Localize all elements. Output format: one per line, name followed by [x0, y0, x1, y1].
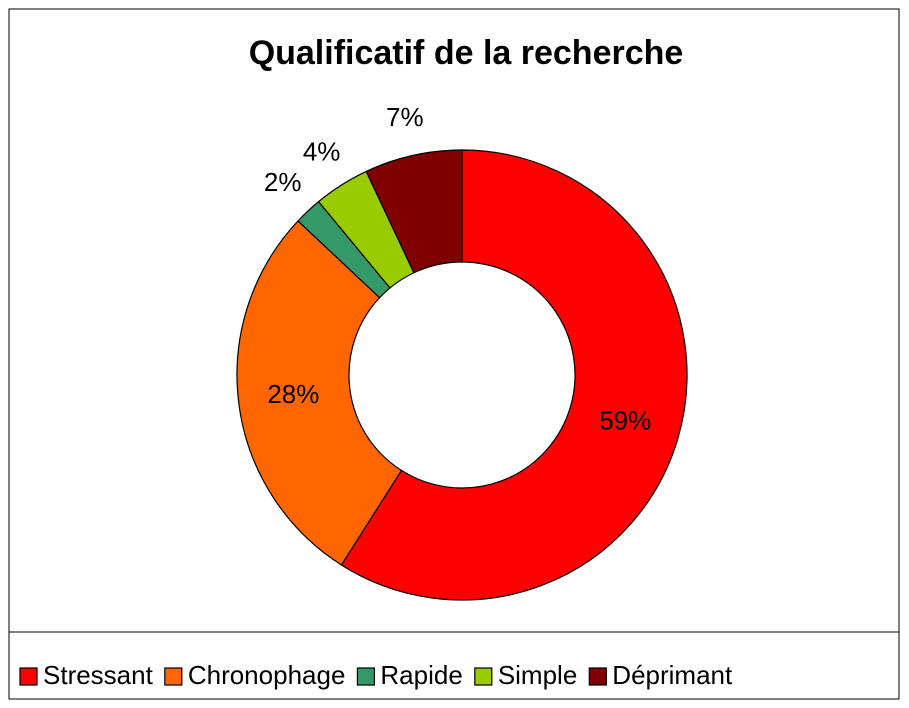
- donut-slice: [340, 149, 688, 601]
- legend-label: Chronophage: [188, 660, 346, 690]
- legend-swatch: [356, 667, 376, 686]
- legend: Stressant Chronophage Rapide Simple Dépriman…: [19, 660, 733, 690]
- legend-label: Simple: [498, 660, 577, 690]
- legend-swatch: [164, 667, 183, 686]
- legend-swatch: [588, 667, 607, 686]
- legend-label: Déprimant: [612, 660, 733, 690]
- data-label: 7%: [386, 102, 424, 132]
- data-label: 28%: [267, 379, 319, 409]
- data-label: 2%: [264, 167, 302, 197]
- donut-slice: [236, 220, 403, 566]
- data-label: 59%: [599, 405, 651, 435]
- donut: 59% 28% 2%4% 7%: [236, 102, 688, 601]
- legend-label: Rapide: [380, 660, 462, 690]
- donut-slice: [365, 149, 463, 274]
- legend-swatch: [474, 667, 493, 686]
- legend-swatch: [19, 667, 38, 686]
- chart-title: Qualificatif de la recherche: [249, 34, 684, 72]
- data-label: 4%: [303, 137, 341, 167]
- legend-label: Stressant: [43, 660, 154, 690]
